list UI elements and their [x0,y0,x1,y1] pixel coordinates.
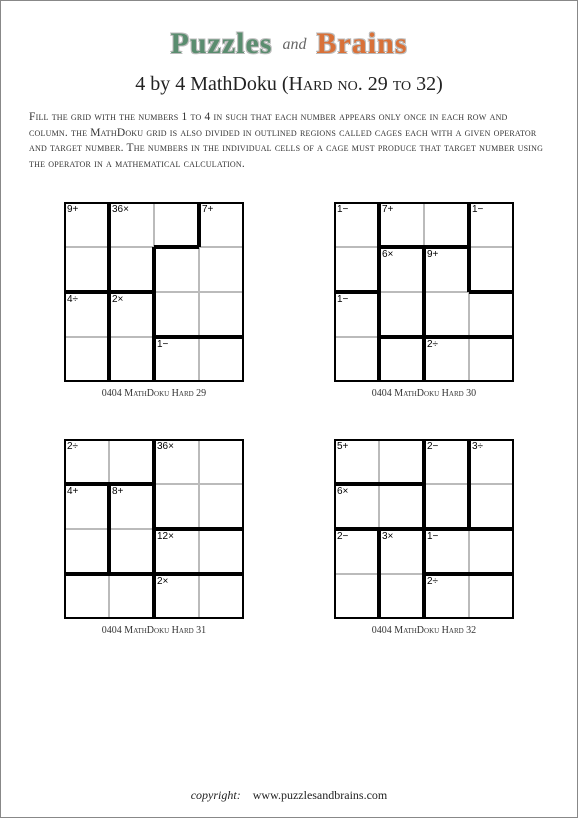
cage-clue: 36× [112,204,129,215]
page-title: 4 by 4 MathDoku (Hard no. 29 to 32) [29,73,549,96]
logo-amp: and [282,36,306,53]
cage-clue: 1− [427,531,438,542]
cage-clue: 3÷ [472,441,483,452]
grid-cell [109,247,154,292]
cage-clue: 12× [157,531,174,542]
cage-clue: 9+ [427,249,438,260]
mathdoku-grid: 5+ 2− 3÷ 6× 2− 3× 1− 2÷ [334,439,514,619]
cage-clue: 9+ [67,204,78,215]
cage-clue: 3× [382,531,393,542]
cage-clue: 8+ [112,486,123,497]
grid-cell [109,529,154,574]
cage-clue: 36× [157,441,174,452]
cage-clue: 4÷ [67,294,78,305]
grid-cell [379,484,424,529]
puzzle: 5+ 2− 3÷ 6× 2− 3× 1− 2÷ 0404 MathDoku Hard 32 [319,439,529,636]
grid-cell [469,484,514,529]
cage-clue: 1− [337,294,348,305]
grid-cell [64,337,109,382]
cage-clue: 2÷ [427,576,438,587]
cage-clue: 2× [112,294,123,305]
grid-cell [469,529,514,574]
grid-cell [469,247,514,292]
grid-cell [199,529,244,574]
grid-cell [379,574,424,619]
cage-clue: 5+ [337,441,348,452]
mathdoku-grid: 1− 7+ 1− 6× 9+ 1− 2÷ [334,202,514,382]
logo-word-1: Puzzles [171,27,273,60]
grid-cell [424,202,469,247]
cage-clue: 7+ [382,204,393,215]
puzzle: 1− 7+ 1− 6× 9+ 1− 2÷ 0404 MathDoku Hard 30 [319,202,529,399]
grid-cell [469,337,514,382]
grid-cell [199,292,244,337]
cage-clue: 1− [337,204,348,215]
grid-cell [199,484,244,529]
title-main: 4 by 4 MathDoku [135,73,277,95]
grid-cell [469,292,514,337]
mathdoku-grid: 9+ 36× 7+ 4÷ 2× 1− [64,202,244,382]
cage-clue: 1− [157,339,168,350]
grid-cell [154,202,199,247]
grid-cell [424,292,469,337]
grid-cell [154,247,199,292]
grid-cell [154,292,199,337]
grid-cell [199,337,244,382]
cage-clue: 6× [337,486,348,497]
grid-cell [109,574,154,619]
grid-cell [334,574,379,619]
cage-clue: 2× [157,576,168,587]
puzzle-grid-container: 9+36×7+4÷2×1−0404 MathDoku Hard 291−7+1−… [29,202,549,636]
cage-clue: 6× [382,249,393,260]
grid-cell [199,439,244,484]
page-footer: copyright: www.puzzlesandbrains.com [1,788,577,803]
puzzle: 2÷ 36× 4+ 8+ 12× 2× 0404 MathDoku Hard 31 [49,439,259,636]
grid-cell [334,247,379,292]
grid-cell [469,574,514,619]
grid-cell [424,484,469,529]
cage-clue: 2÷ [427,339,438,350]
cage-clue: 2− [427,441,438,452]
cage-clue: 7+ [202,204,213,215]
grid-cell [334,337,379,382]
instructions-text: Fill the grid with the numbers 1 to 4 in… [29,110,549,172]
puzzle-caption: 0404 MathDoku Hard 31 [49,625,259,636]
cage-clue: 4+ [67,486,78,497]
puzzle-caption: 0404 MathDoku Hard 30 [319,388,529,399]
cage-clue: 2− [337,531,348,542]
logo-word-2: Brains [316,27,407,60]
grid-cell [109,337,154,382]
footer-label: copyright: [191,788,241,802]
grid-cell [154,484,199,529]
grid-cell [379,439,424,484]
grid-cell [64,574,109,619]
grid-cell [109,439,154,484]
mathdoku-grid: 2÷ 36× 4+ 8+ 12× 2× [64,439,244,619]
grid-cell [379,337,424,382]
grid-cell [64,529,109,574]
grid-cell [64,247,109,292]
footer-url: www.puzzlesandbrains.com [253,788,388,802]
grid-cell [199,247,244,292]
puzzle-caption: 0404 MathDoku Hard 29 [49,388,259,399]
cage-clue: 2÷ [67,441,78,452]
grid-cell [379,292,424,337]
puzzle-caption: 0404 MathDoku Hard 32 [319,625,529,636]
title-sub: (Hard no. 29 to 32) [282,73,443,95]
grid-cell [199,574,244,619]
site-logo: Puzzles and Brains [29,27,549,61]
puzzle: 9+ 36× 7+ 4÷ 2× 1− 0404 MathDoku Hard 29 [49,202,259,399]
cage-clue: 1− [472,204,483,215]
